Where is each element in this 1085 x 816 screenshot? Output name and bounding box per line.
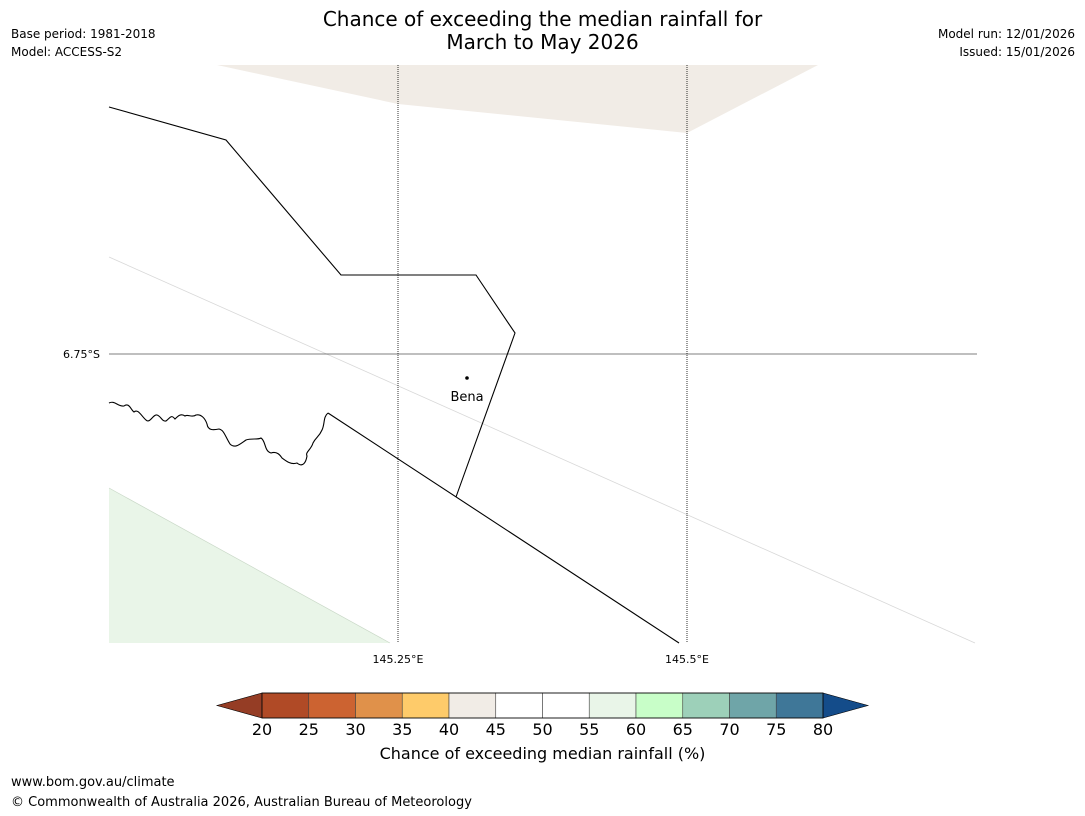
- colorbar-tick-label: 60: [626, 720, 646, 739]
- colorbar-segment: [775, 692, 824, 719]
- colorbar-tick-label: 25: [299, 720, 319, 739]
- colorbar-tick-label: 40: [439, 720, 459, 739]
- title-line-1: Chance of exceeding the median rainfall …: [322, 7, 763, 31]
- colorbar-under-triangle: [215, 692, 263, 719]
- town-label: Bena: [450, 390, 483, 405]
- province-boundary: [327, 412, 680, 644]
- colorbar-segment: [542, 692, 590, 719]
- contour-line: [108, 256, 976, 644]
- chart-title: Chance of exceeding the median rainfall …: [0, 8, 1085, 54]
- latitude-label: 6.75°S: [63, 348, 100, 361]
- colorbar-tick-label: 30: [345, 720, 365, 739]
- colorbar-tick-label: 35: [392, 720, 412, 739]
- issued-date: Issued: 15/01/2026: [959, 45, 1075, 59]
- region-40-45: [217, 65, 818, 133]
- colorbar-tick-label: 80: [813, 720, 833, 739]
- contour-line: [108, 487, 391, 644]
- colorbar-segment: [401, 692, 450, 719]
- colorbar-outline: [261, 692, 824, 719]
- river-line: [108, 401, 329, 466]
- colorbar-tick-label: 75: [766, 720, 786, 739]
- model-run: Model run: 12/01/2026: [937, 27, 1075, 41]
- colorbar-tick-label: 70: [719, 720, 739, 739]
- province-boundary: [108, 106, 516, 498]
- colorbar-segment: [308, 692, 356, 719]
- colorbar-segment: [729, 692, 777, 719]
- title-line-2: March to May 2026: [446, 30, 639, 54]
- colorbar-tick-label: 65: [673, 720, 693, 739]
- colorbar-segment: [448, 692, 497, 719]
- colorbar-segment: [261, 692, 310, 719]
- meta-right: Model run: 12/01/2026 Issued: 15/01/2026: [938, 25, 1075, 61]
- colorbar-segment: [588, 692, 637, 719]
- model-name: Model: ACCESS-S2: [11, 45, 123, 59]
- colorbar-segment: [495, 692, 543, 719]
- longitude-label: 145.5°E: [665, 653, 709, 666]
- colorbar-tick-label: 50: [532, 720, 552, 739]
- base-period: Base period: 1981-2018: [11, 27, 156, 41]
- map-panel: Bena 6.75°S 145.25°E 145.5°E: [63, 65, 977, 666]
- footer-copyright: © Commonwealth of Australia 2026, Austra…: [11, 795, 472, 810]
- colorbar-tick-label: 20: [252, 720, 272, 739]
- colorbar-segment: [355, 692, 403, 719]
- colorbar-tick-label: 45: [486, 720, 506, 739]
- colorbar-segment: [635, 692, 684, 719]
- footer-url: www.bom.gov.au/climate: [11, 775, 175, 790]
- colorbar: 20 25 30 35 40 45 50 55 60 65 70 75 80: [215, 692, 870, 739]
- colorbar-label: Chance of exceeding median rainfall (%): [379, 744, 706, 763]
- colorbar-tick-label: 55: [579, 720, 599, 739]
- town-marker: [465, 376, 469, 380]
- colorbar-segment: [682, 692, 730, 719]
- colorbar-over-triangle: [822, 692, 870, 719]
- longitude-label: 145.25°E: [373, 653, 424, 666]
- meta-left: Base period: 1981-2018 Model: ACCESS-S2: [11, 25, 156, 61]
